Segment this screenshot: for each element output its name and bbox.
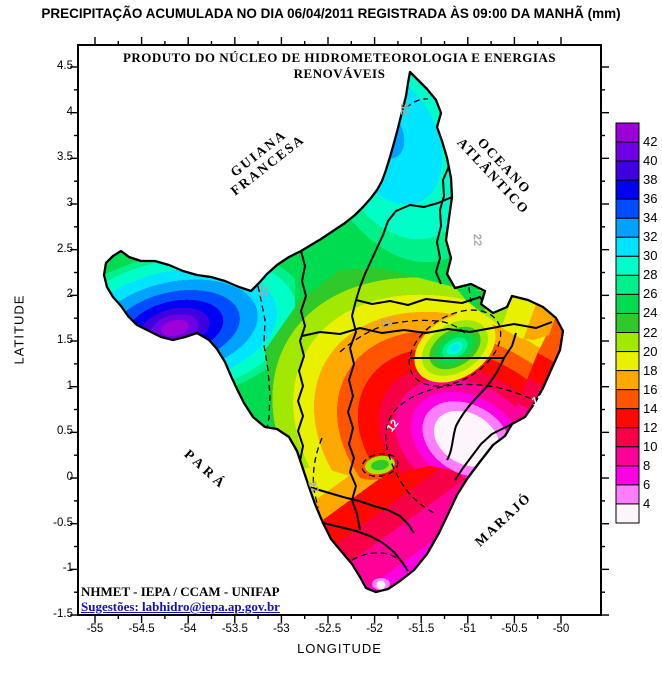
colorbar-level-label: 34 xyxy=(643,210,658,226)
colorbar-level-label: 18 xyxy=(643,362,658,378)
y-tick-label: 2.5 xyxy=(57,242,73,255)
colorbar-level-label: 32 xyxy=(643,229,658,245)
axis-tick-marks xyxy=(70,37,609,623)
colorbar-level-label: 8 xyxy=(643,457,651,473)
colorbar-cell xyxy=(615,484,640,505)
y-tick-label: -1.5 xyxy=(53,608,73,621)
contour-label-32: 32 xyxy=(256,284,270,298)
colorbar-cell xyxy=(615,351,640,372)
y-tick-label: 1.5 xyxy=(57,334,73,347)
colorbar-cell xyxy=(615,446,640,467)
colorbar-level-label: 4 xyxy=(643,495,651,511)
colorbar-cell xyxy=(615,141,640,162)
tip-light-spot xyxy=(376,580,386,590)
x-tick-label: -51.5 xyxy=(408,623,435,635)
x-axis-title: LONGITUDE xyxy=(297,641,382,656)
y-tick-label: 3.5 xyxy=(57,151,73,164)
x-tick-label: -54 xyxy=(179,623,197,635)
precipitation-field xyxy=(104,72,563,592)
colorbar-level-label: 22 xyxy=(643,324,658,340)
colorbar-cell xyxy=(615,255,640,276)
south-lobe-field xyxy=(303,466,467,592)
municipal-boundaries xyxy=(297,165,553,572)
y-tick-label: 3 xyxy=(66,197,73,209)
colorbar-cell xyxy=(615,503,640,524)
page-title: PRECIPITAÇÃO ACUMULADA NO DIA 06/04/2011… xyxy=(41,6,621,21)
colorbar-level-label: 28 xyxy=(643,267,658,283)
colorbar xyxy=(615,122,640,524)
colorbar-level-label: 10 xyxy=(643,438,658,454)
south-local-maximum xyxy=(365,455,395,475)
state-outline xyxy=(102,70,565,594)
x-tick-label: -54.5 xyxy=(128,623,155,635)
colorbar-level-label: 6 xyxy=(643,476,651,492)
y-tick-label: 0 xyxy=(66,471,73,484)
x-tick-label: -50 xyxy=(552,623,570,635)
credits-email[interactable]: Sugestões: labhidro@iepa.ap.gov.br xyxy=(81,599,280,614)
y-axis-title: LATITUDE xyxy=(11,294,27,365)
colorbar-cell xyxy=(615,293,640,314)
colorbar-level-label: 16 xyxy=(643,381,658,397)
y-tick-label: 0.5 xyxy=(57,425,73,438)
y-tick-label: -1 xyxy=(62,562,73,575)
y-tick-label: 1 xyxy=(66,379,73,392)
colorbar-cell xyxy=(615,274,640,295)
colorbar-cell xyxy=(615,198,640,219)
x-tick-label: -51 xyxy=(459,623,477,635)
colorbar-cell xyxy=(615,332,640,353)
colorbar-cell xyxy=(615,160,640,181)
colorbar-cell xyxy=(615,427,640,448)
plot-frame xyxy=(77,44,602,616)
colorbar-cell xyxy=(615,217,640,238)
colorbar-level-label: 26 xyxy=(643,286,658,302)
y-tick-label: 4 xyxy=(66,105,73,118)
colorbar-level-label: 14 xyxy=(643,400,658,416)
colorbar-level-label: 42 xyxy=(643,134,658,150)
colorbar-cell xyxy=(615,312,640,334)
colorbar-cell xyxy=(615,389,640,410)
colorbar-cell xyxy=(615,408,640,429)
colorbar-level-label: 40 xyxy=(643,153,658,169)
contour-label-22: 22 xyxy=(470,233,484,247)
colorbar-cell xyxy=(615,236,640,257)
figure-subtitle: PRODUTO DO NÚCLEO DE HIDROMETEOROLOGIA E… xyxy=(122,50,557,81)
x-tick-label: -50.5 xyxy=(501,623,528,635)
colorbar-level-label: 24 xyxy=(643,305,658,321)
x-tick-label: -55 xyxy=(86,623,104,635)
colorbar-cell xyxy=(615,179,640,200)
colorbar-level-label: 30 xyxy=(643,248,658,264)
colorbar-cell xyxy=(615,370,640,391)
y-tick-label: 4.5 xyxy=(57,60,73,72)
east-coast-band-south xyxy=(512,331,563,424)
colorbar-cell xyxy=(615,122,640,143)
y-tick-label: 2 xyxy=(66,288,73,301)
x-tick-label: -53 xyxy=(273,623,290,635)
x-tick-label: -53.5 xyxy=(221,623,248,635)
credits-institutions: NHMET - IEPA / CCAM - UNIFAP xyxy=(81,584,280,599)
x-tick-label: -52 xyxy=(366,623,383,635)
contour-label-32: 32 xyxy=(398,102,410,116)
colorbar-level-label: 20 xyxy=(643,343,658,359)
y-tick-label: -0.5 xyxy=(53,516,73,529)
colorbar-level-label: 12 xyxy=(643,419,658,435)
colorbar-level-label: 36 xyxy=(643,191,658,207)
colorbar-level-label: 38 xyxy=(643,172,658,188)
x-tick-label: -52.5 xyxy=(314,623,342,635)
colorbar-cell xyxy=(615,465,640,486)
